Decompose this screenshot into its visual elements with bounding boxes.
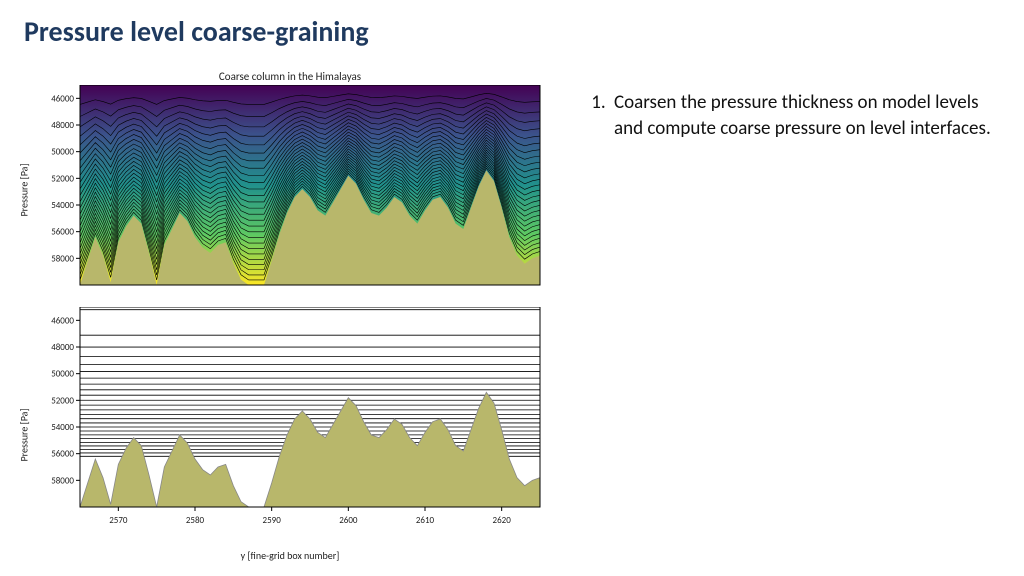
svg-text:2600: 2600: [339, 515, 358, 526]
ylabel-top: Pressure [Pa]: [18, 163, 31, 216]
svg-text:58000: 58000: [51, 475, 74, 486]
pressure-figure: Coarse column in the Himalayas Pressure …: [30, 70, 550, 560]
svg-text:56000: 56000: [51, 227, 74, 238]
page-title: Pressure level coarse-graining: [24, 14, 369, 49]
svg-text:50000: 50000: [51, 147, 74, 158]
svg-text:52000: 52000: [51, 395, 74, 406]
svg-text:46000: 46000: [51, 93, 74, 104]
svg-text:54000: 54000: [51, 422, 74, 433]
svg-text:48000: 48000: [51, 342, 74, 353]
top-panel: Pressure [Pa] 46000480005000052000540005…: [30, 85, 550, 295]
figure-title: Coarse column in the Himalayas: [30, 70, 550, 83]
svg-text:50000: 50000: [51, 369, 74, 380]
svg-text:48000: 48000: [51, 120, 74, 131]
svg-text:2610: 2610: [416, 515, 435, 526]
svg-text:2580: 2580: [186, 515, 205, 526]
ylabel-bottom: Pressure [Pa]: [18, 408, 31, 461]
svg-text:46000: 46000: [51, 315, 74, 326]
svg-text:2620: 2620: [493, 515, 512, 526]
svg-text:52000: 52000: [51, 173, 74, 184]
bullet-item: Coarsen the pressure thickness on model …: [610, 90, 1002, 141]
svg-text:2570: 2570: [109, 515, 128, 526]
xlabel: y [fine-grid box number]: [30, 549, 550, 562]
bottom-panel: Pressure [Pa] 46000480005000052000540005…: [30, 307, 550, 562]
svg-text:58000: 58000: [51, 253, 74, 264]
svg-text:2590: 2590: [263, 515, 282, 526]
svg-text:56000: 56000: [51, 449, 74, 460]
svg-text:54000: 54000: [51, 200, 74, 211]
bullet-list: Coarsen the pressure thickness on model …: [582, 90, 1002, 141]
